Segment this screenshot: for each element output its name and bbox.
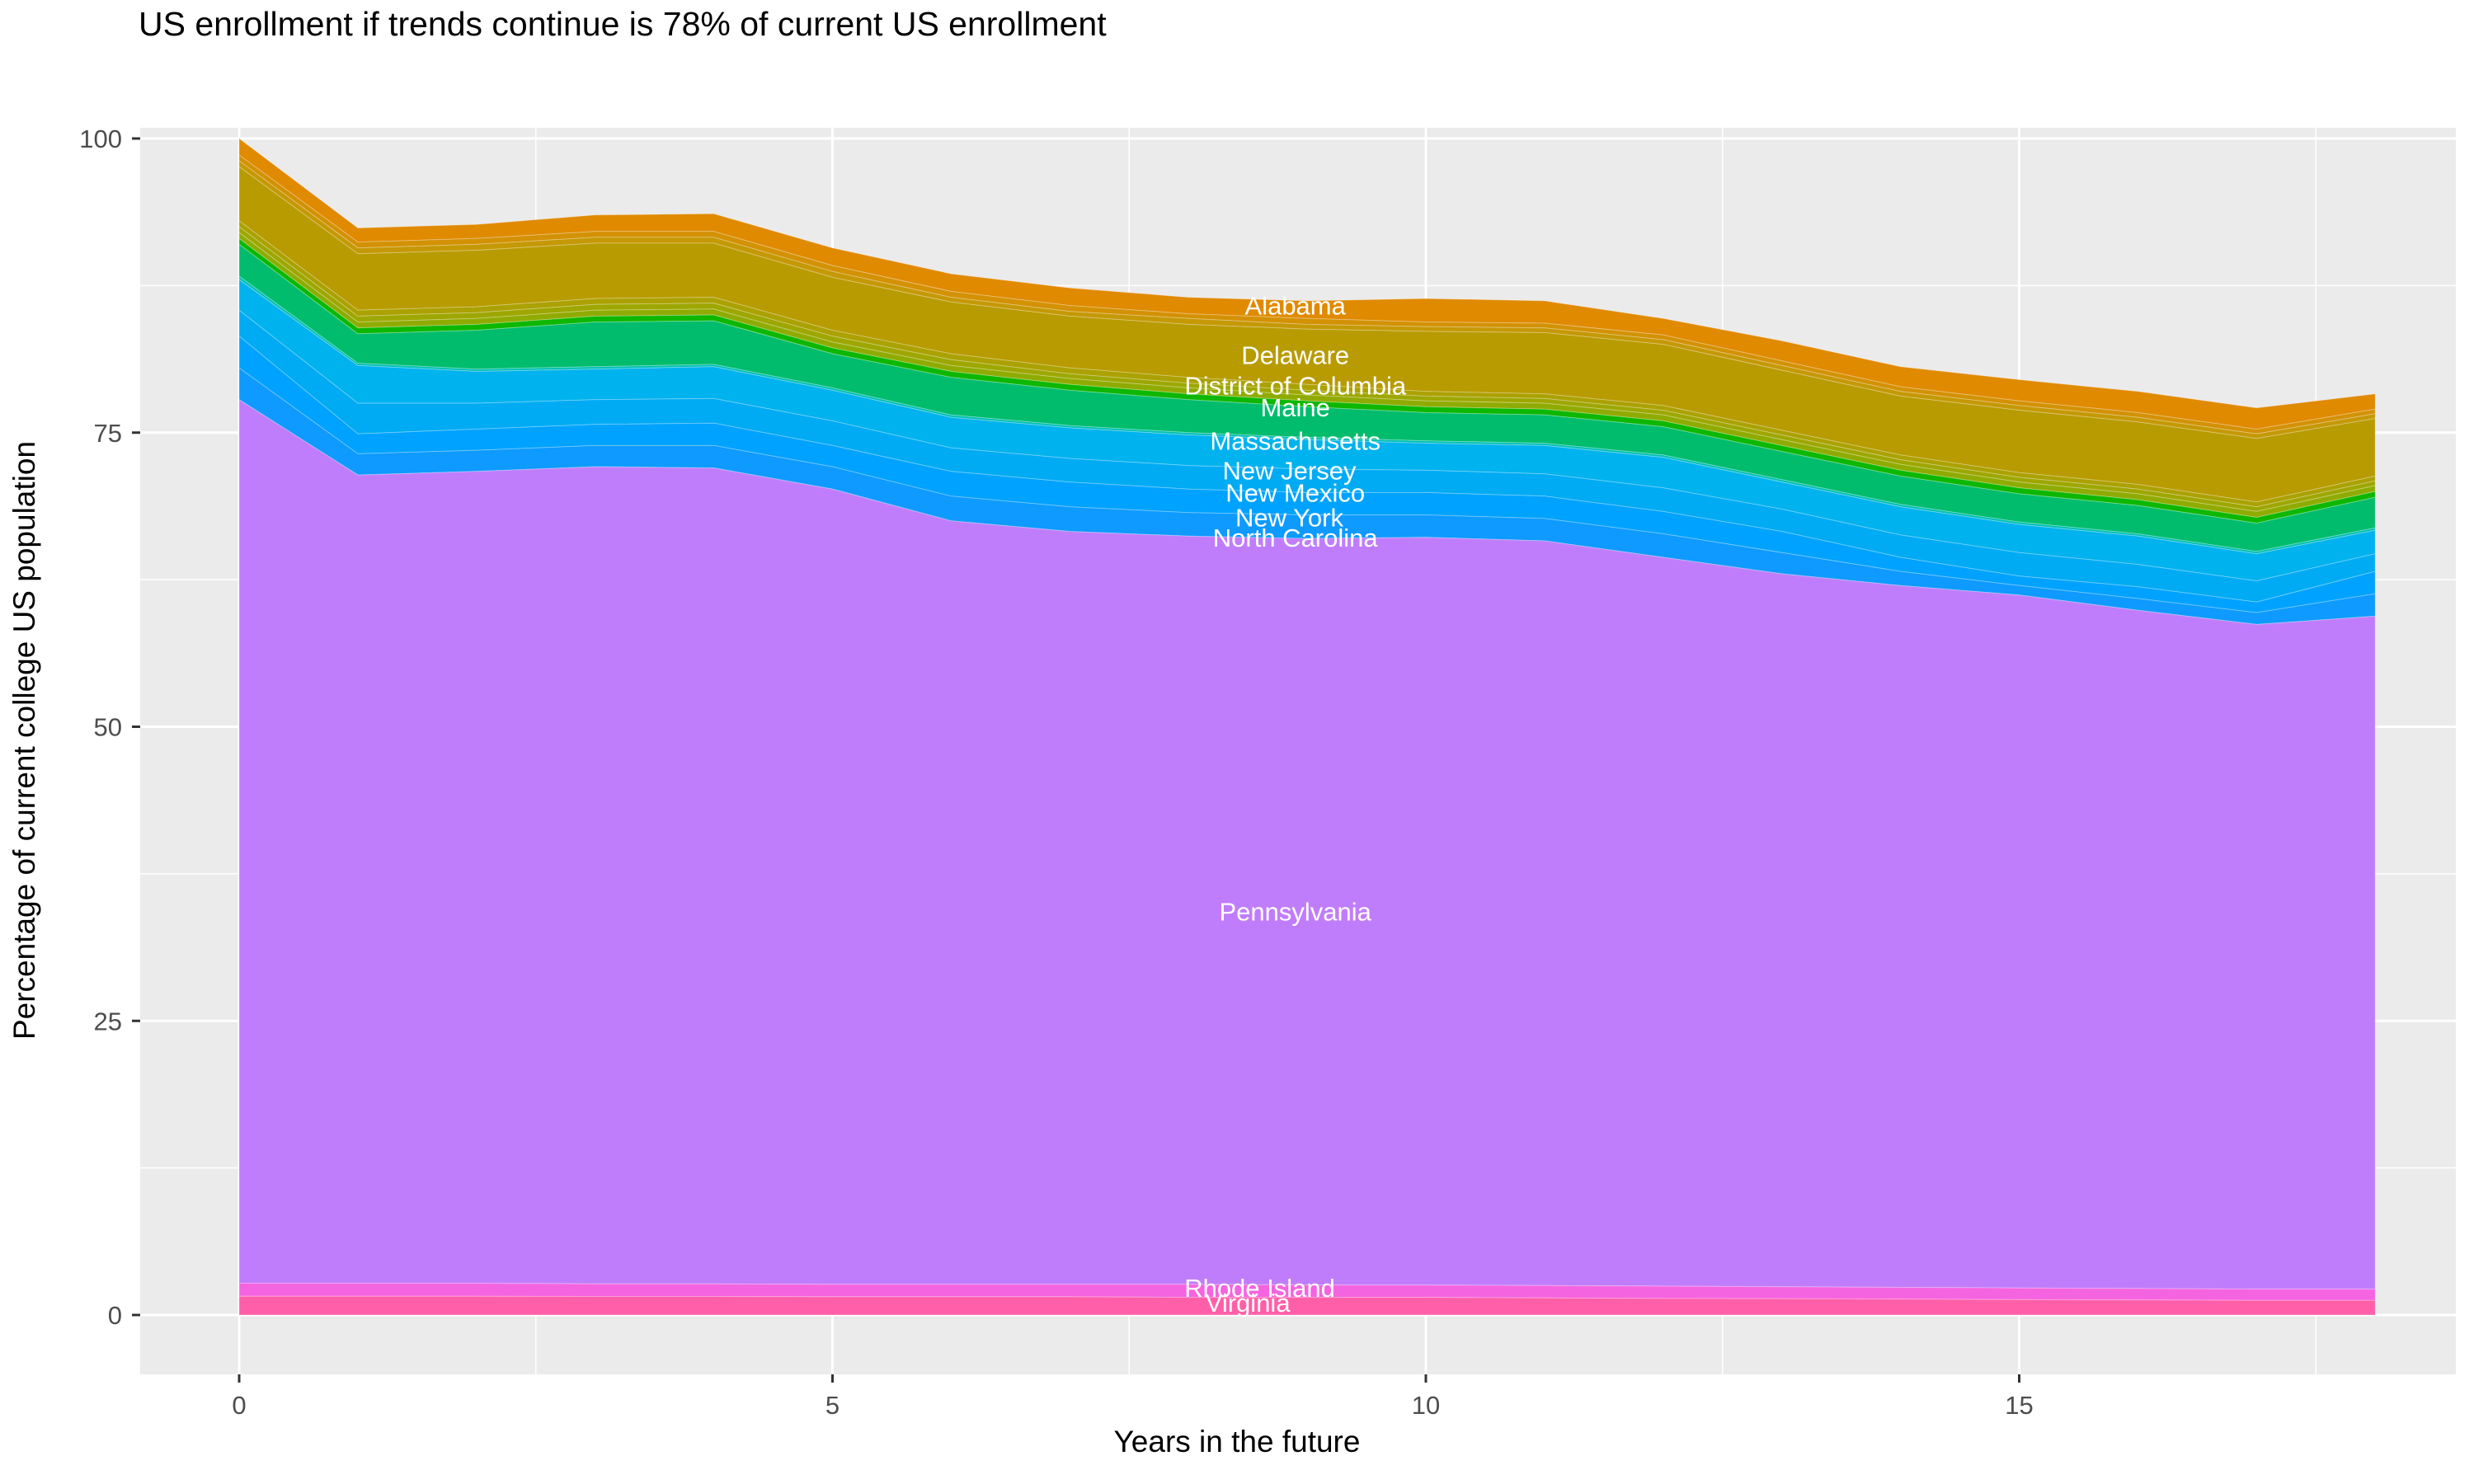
state-label-alabama: Alabama — [1245, 292, 1347, 321]
state-label-massachusetts: Massachusetts — [1210, 427, 1380, 456]
state-label-pennsylvania: Pennsylvania — [1220, 898, 1372, 927]
y-tick-label: 25 — [94, 1007, 122, 1036]
state-label-delaware: Delaware — [1241, 341, 1349, 370]
state-label-new-mexico: New Mexico — [1225, 479, 1365, 508]
x-tick-label: 15 — [2005, 1391, 2033, 1420]
x-tick-label: 5 — [825, 1391, 840, 1420]
state-label-maine: Maine — [1260, 393, 1329, 422]
x-tick-label: 0 — [232, 1391, 246, 1420]
state-label-new-york: New York — [1235, 503, 1343, 532]
state-label-district-of-columbia: District of Columbia — [1184, 372, 1406, 401]
y-tick-label: 50 — [94, 713, 122, 742]
state-label-virginia: Virginia — [1206, 1289, 1291, 1317]
y-tick-label: 100 — [79, 124, 122, 153]
state-label-north-carolina: North Carolina — [1213, 524, 1379, 552]
y-tick-label: 0 — [108, 1301, 122, 1330]
y-axis-title: Percentage of current college US populat… — [7, 440, 41, 1040]
x-axis-title: Years in the future — [1113, 1425, 1361, 1458]
x-tick-label: 10 — [1412, 1391, 1440, 1420]
chart-title: US enrollment if trends continue is 78% … — [139, 5, 1107, 43]
state-label-new-jersey: New Jersey — [1223, 456, 1357, 485]
area-band-virginia — [238, 1295, 2376, 1316]
state-label-rhode-island: Rhode Island — [1184, 1274, 1335, 1303]
y-tick-label: 75 — [94, 419, 122, 448]
